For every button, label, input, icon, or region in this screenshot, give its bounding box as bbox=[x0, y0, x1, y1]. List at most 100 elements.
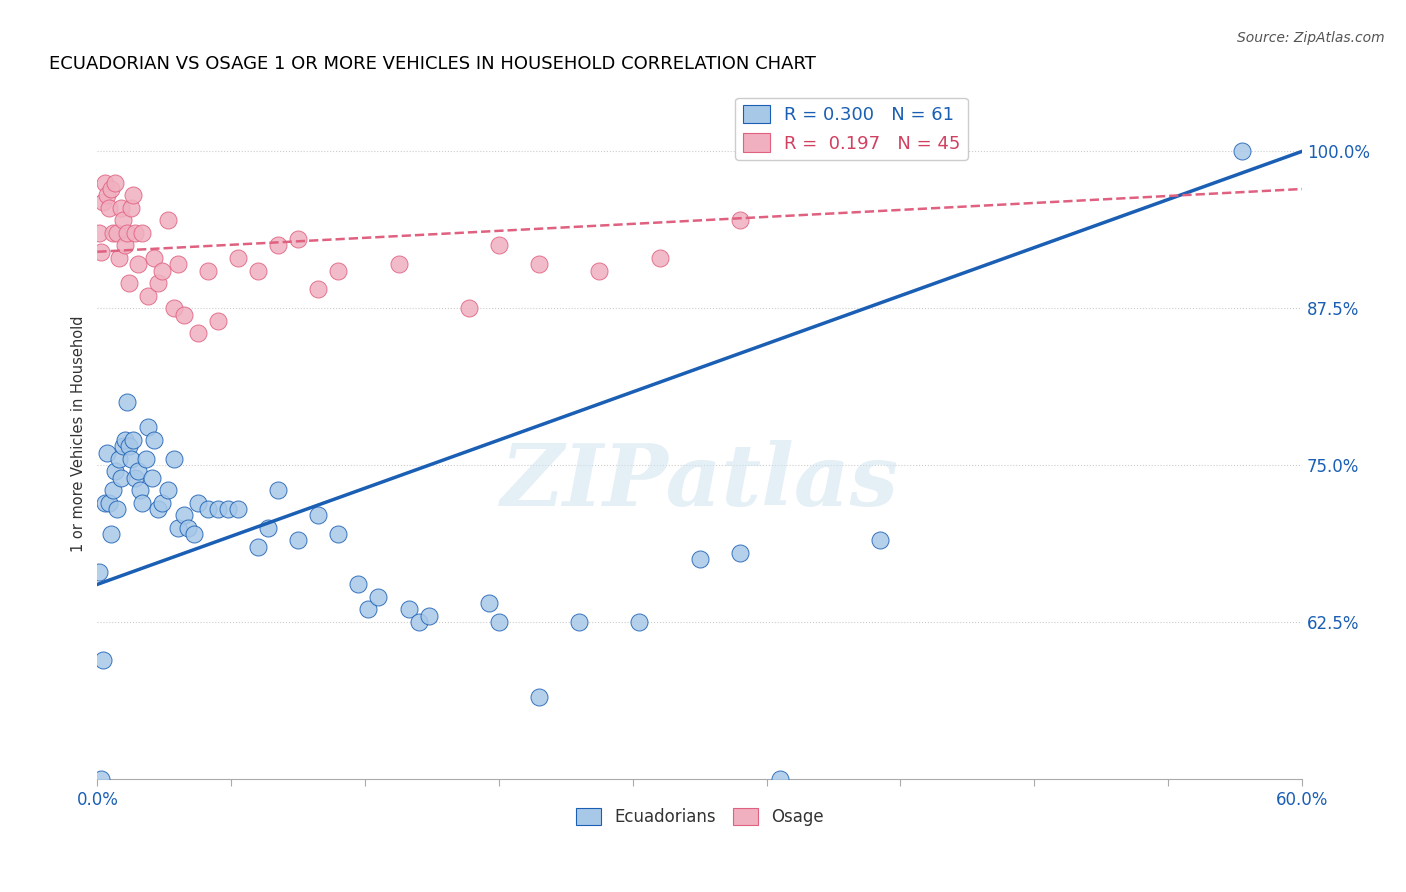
Point bbox=[328, 527, 350, 541]
Point bbox=[478, 596, 501, 610]
Point bbox=[127, 257, 149, 271]
Point bbox=[118, 276, 141, 290]
Point bbox=[367, 590, 389, 604]
Point bbox=[347, 577, 370, 591]
Point bbox=[226, 502, 249, 516]
Point bbox=[187, 326, 209, 341]
Point bbox=[107, 502, 129, 516]
Point bbox=[588, 263, 610, 277]
Point bbox=[173, 508, 195, 523]
Point bbox=[488, 615, 510, 629]
Point bbox=[131, 226, 153, 240]
Point bbox=[357, 602, 380, 616]
Point bbox=[197, 263, 219, 277]
Point bbox=[121, 201, 143, 215]
Point bbox=[769, 772, 792, 786]
Point bbox=[328, 263, 350, 277]
Point bbox=[117, 226, 139, 240]
Point bbox=[108, 251, 131, 265]
Text: Source: ZipAtlas.com: Source: ZipAtlas.com bbox=[1237, 31, 1385, 45]
Point bbox=[187, 496, 209, 510]
Legend: Ecuadorians, Osage: Ecuadorians, Osage bbox=[569, 801, 830, 833]
Point bbox=[166, 257, 188, 271]
Point bbox=[150, 496, 173, 510]
Point bbox=[121, 451, 143, 466]
Point bbox=[103, 226, 125, 240]
Point bbox=[136, 288, 159, 302]
Point bbox=[173, 308, 195, 322]
Point bbox=[207, 502, 229, 516]
Point bbox=[110, 201, 132, 215]
Point bbox=[287, 533, 309, 548]
Point bbox=[142, 251, 165, 265]
Point bbox=[118, 439, 141, 453]
Point bbox=[96, 188, 118, 202]
Point bbox=[156, 213, 179, 227]
Point bbox=[89, 226, 111, 240]
Text: ZIPatlas: ZIPatlas bbox=[501, 441, 898, 524]
Point bbox=[98, 496, 121, 510]
Point bbox=[527, 690, 550, 705]
Point bbox=[146, 276, 169, 290]
Point bbox=[398, 602, 420, 616]
Point bbox=[100, 182, 122, 196]
Point bbox=[94, 176, 117, 190]
Point bbox=[267, 483, 290, 498]
Point bbox=[267, 238, 290, 252]
Point bbox=[107, 226, 129, 240]
Point bbox=[307, 282, 329, 296]
Point bbox=[689, 552, 711, 566]
Point bbox=[114, 433, 136, 447]
Point bbox=[128, 483, 150, 498]
Point bbox=[488, 238, 510, 252]
Point bbox=[457, 301, 479, 316]
Point bbox=[163, 451, 186, 466]
Point bbox=[177, 521, 200, 535]
Point bbox=[217, 502, 239, 516]
Point bbox=[135, 451, 157, 466]
Point bbox=[110, 471, 132, 485]
Point bbox=[527, 257, 550, 271]
Point bbox=[93, 653, 115, 667]
Point bbox=[869, 533, 891, 548]
Point bbox=[307, 508, 329, 523]
Point bbox=[648, 251, 671, 265]
Point bbox=[100, 527, 122, 541]
Point bbox=[142, 433, 165, 447]
Point bbox=[163, 301, 186, 316]
Point bbox=[257, 521, 280, 535]
Point bbox=[117, 395, 139, 409]
Point bbox=[103, 483, 125, 498]
Point bbox=[1230, 145, 1253, 159]
Point bbox=[108, 451, 131, 466]
Point bbox=[90, 772, 112, 786]
Point bbox=[197, 502, 219, 516]
Text: ECUADORIAN VS OSAGE 1 OR MORE VEHICLES IN HOUSEHOLD CORRELATION CHART: ECUADORIAN VS OSAGE 1 OR MORE VEHICLES I… bbox=[49, 55, 815, 73]
Point bbox=[104, 464, 127, 478]
Point bbox=[728, 213, 751, 227]
Point bbox=[89, 565, 111, 579]
Point bbox=[112, 439, 135, 453]
Point bbox=[246, 263, 269, 277]
Point bbox=[122, 188, 145, 202]
Point bbox=[418, 608, 440, 623]
Point bbox=[207, 314, 229, 328]
Point bbox=[141, 471, 163, 485]
Point bbox=[127, 464, 149, 478]
Point bbox=[136, 420, 159, 434]
Point bbox=[150, 263, 173, 277]
Point bbox=[93, 194, 115, 209]
Point bbox=[226, 251, 249, 265]
Point bbox=[124, 226, 146, 240]
Point bbox=[146, 502, 169, 516]
Point bbox=[156, 483, 179, 498]
Point bbox=[98, 201, 121, 215]
Point bbox=[408, 615, 430, 629]
Point bbox=[628, 615, 651, 629]
Point bbox=[112, 213, 135, 227]
Point bbox=[104, 176, 127, 190]
Point bbox=[166, 521, 188, 535]
Point bbox=[94, 496, 117, 510]
Point bbox=[387, 257, 409, 271]
Point bbox=[728, 546, 751, 560]
